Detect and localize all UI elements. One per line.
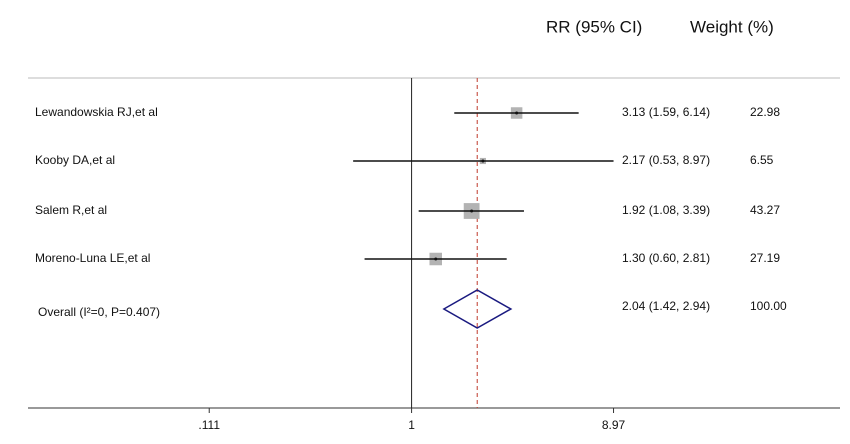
x-tick-label: 8.97 bbox=[602, 418, 626, 432]
overall-estimate: 2.04 (1.42, 2.94) bbox=[622, 299, 710, 313]
weight-label: 27.19 bbox=[750, 251, 780, 265]
study-label: Salem R,et al bbox=[35, 203, 107, 217]
study-label: Moreno-Luna LE,et al bbox=[35, 251, 150, 265]
overall-diamond bbox=[442, 289, 513, 329]
weight-label: 6.55 bbox=[750, 153, 774, 167]
x-tick-label: .111 bbox=[198, 418, 220, 432]
estimate-label: 1.30 (0.60, 2.81) bbox=[622, 251, 710, 265]
estimate-label: 1.92 (1.08, 3.39) bbox=[622, 203, 710, 217]
point bbox=[515, 111, 519, 115]
study-label: Kooby DA,et al bbox=[35, 153, 115, 167]
weight-header: Weight (%) bbox=[690, 17, 774, 36]
overall-weight: 100.00 bbox=[750, 299, 787, 313]
overall-label: Overall (I²=0, P=0.407) bbox=[38, 305, 160, 319]
point bbox=[470, 209, 474, 213]
weight-label: 22.98 bbox=[750, 105, 780, 119]
weight-label: 43.27 bbox=[750, 203, 780, 217]
point bbox=[481, 159, 485, 163]
estimate-header: RR (95% CI) bbox=[546, 17, 642, 36]
x-tick-label: 1 bbox=[408, 418, 415, 432]
point bbox=[434, 257, 438, 261]
estimate-label: 3.13 (1.59, 6.14) bbox=[622, 105, 710, 119]
estimate-label: 2.17 (0.53, 8.97) bbox=[622, 153, 710, 167]
study-label: Lewandowskia RJ,et al bbox=[35, 105, 158, 119]
